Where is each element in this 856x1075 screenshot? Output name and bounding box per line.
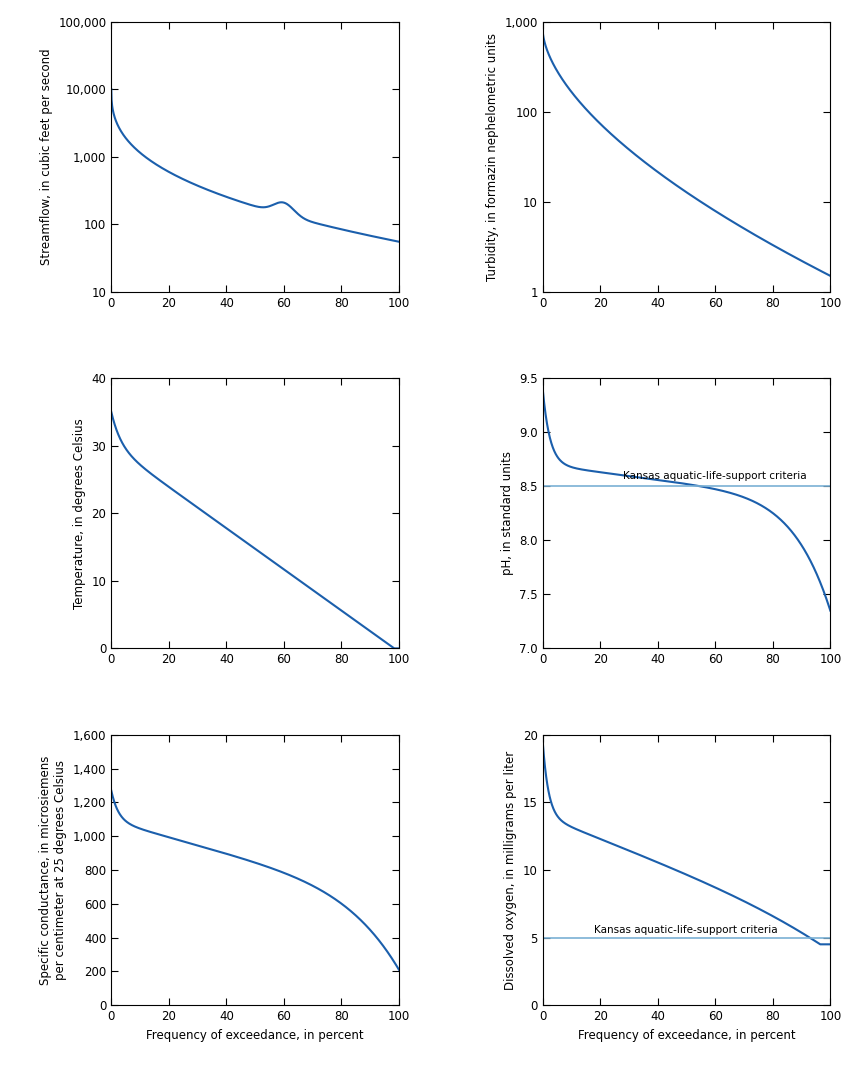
Y-axis label: Specific conductance, in microsiemens
per centimeter at 25 degrees Celsius: Specific conductance, in microsiemens pe…	[39, 756, 68, 985]
Y-axis label: pH, in standard units: pH, in standard units	[501, 452, 514, 575]
Y-axis label: Temperature, in degrees Celsius: Temperature, in degrees Celsius	[73, 418, 86, 608]
Text: Kansas aquatic-life-support criteria: Kansas aquatic-life-support criteria	[594, 924, 778, 935]
X-axis label: Frequency of exceedance, in percent: Frequency of exceedance, in percent	[578, 1029, 795, 1042]
X-axis label: Frequency of exceedance, in percent: Frequency of exceedance, in percent	[146, 1029, 364, 1042]
Text: Kansas aquatic-life-support criteria: Kansas aquatic-life-support criteria	[623, 471, 807, 481]
Y-axis label: Dissolved oxygen, in milligrams per liter: Dissolved oxygen, in milligrams per lite…	[504, 750, 517, 990]
Y-axis label: Turbidity, in formazin nephelometric units: Turbidity, in formazin nephelometric uni…	[486, 32, 499, 281]
Y-axis label: Streamflow, in cubic feet per second: Streamflow, in cubic feet per second	[39, 48, 53, 264]
